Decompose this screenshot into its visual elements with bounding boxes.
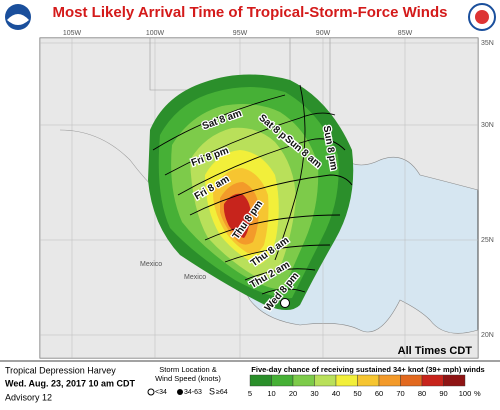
storm-icon xyxy=(147,388,155,396)
scale-tick-label: 80 xyxy=(418,389,426,398)
scale-tick-label: 20 xyxy=(289,389,297,398)
scale-swatch xyxy=(357,374,380,387)
scale-unit: % xyxy=(474,389,481,398)
storm-legend-item: <34 xyxy=(155,389,167,396)
scale-swatch xyxy=(314,374,337,387)
longitude-label: 85W xyxy=(398,30,413,37)
scale-swatch xyxy=(400,374,423,387)
latitude-label: 25N xyxy=(481,237,494,244)
storm-location xyxy=(280,298,290,308)
time-note: All Times CDT xyxy=(398,345,473,357)
title: Most Likely Arrival Time of Tropical-Sto… xyxy=(53,4,448,21)
latitude-label: 20N xyxy=(481,332,494,339)
noaa-logo-mark xyxy=(7,14,29,25)
scale-swatch xyxy=(292,374,315,387)
storm-icon xyxy=(177,389,183,395)
scale-swatch xyxy=(249,374,272,387)
scale-tick-label: 90 xyxy=(439,389,447,398)
place-label: Mexico xyxy=(184,274,206,281)
scale-tick-label: 5 xyxy=(248,389,252,398)
scale-swatch xyxy=(443,374,466,387)
longitude-labels: 105W 100W 95W 90W 85W xyxy=(63,30,413,37)
place-label: Mexico xyxy=(140,261,162,268)
longitude-label: 100W xyxy=(146,30,165,37)
scale-swatch xyxy=(421,374,444,387)
scale-swatch xyxy=(378,374,401,387)
storm-icon: S xyxy=(209,386,215,396)
storm-legend-title: Storm Location & xyxy=(159,365,217,374)
storm-name: Tropical Depression Harvey xyxy=(5,365,116,375)
scale-tick-label: 60 xyxy=(375,389,383,398)
storm-legend-subtitle: Wind Speed (knots) xyxy=(155,374,221,383)
scale-tick-label: 50 xyxy=(353,389,361,398)
scale-tick-label: 10 xyxy=(267,389,275,398)
longitude-label: 105W xyxy=(63,30,82,37)
scale-tick-label: 70 xyxy=(396,389,404,398)
latitude-labels: 35N 30N 25N 20N xyxy=(481,40,494,339)
latitude-label: 30N xyxy=(481,122,494,129)
storm-legend-item: 34-63 xyxy=(184,389,202,396)
longitude-label: 90W xyxy=(316,30,331,37)
scale-swatch xyxy=(271,374,294,387)
storm-legend-item: ≥64 xyxy=(216,389,228,396)
advisory: Advisory 12 xyxy=(5,392,52,402)
scale-tick-label: 30 xyxy=(310,389,318,398)
advisory-date: Wed. Aug. 23, 2017 10 am CDT xyxy=(5,378,136,388)
nws-logo-mark xyxy=(475,10,489,24)
arrival-contours xyxy=(152,84,353,295)
scale-tick-label: 100 xyxy=(459,389,472,398)
scale-swatch xyxy=(335,374,358,387)
longitude-label: 95W xyxy=(233,30,248,37)
probability-scale: 5 10 20 30 40 50 60 70 80 90 100% xyxy=(248,374,481,398)
latitude-label: 35N xyxy=(481,40,494,47)
scale-title: Five-day chance of receiving sustained 3… xyxy=(251,365,484,374)
probability-swath xyxy=(148,74,354,310)
scale-tick-label: 40 xyxy=(332,389,340,398)
